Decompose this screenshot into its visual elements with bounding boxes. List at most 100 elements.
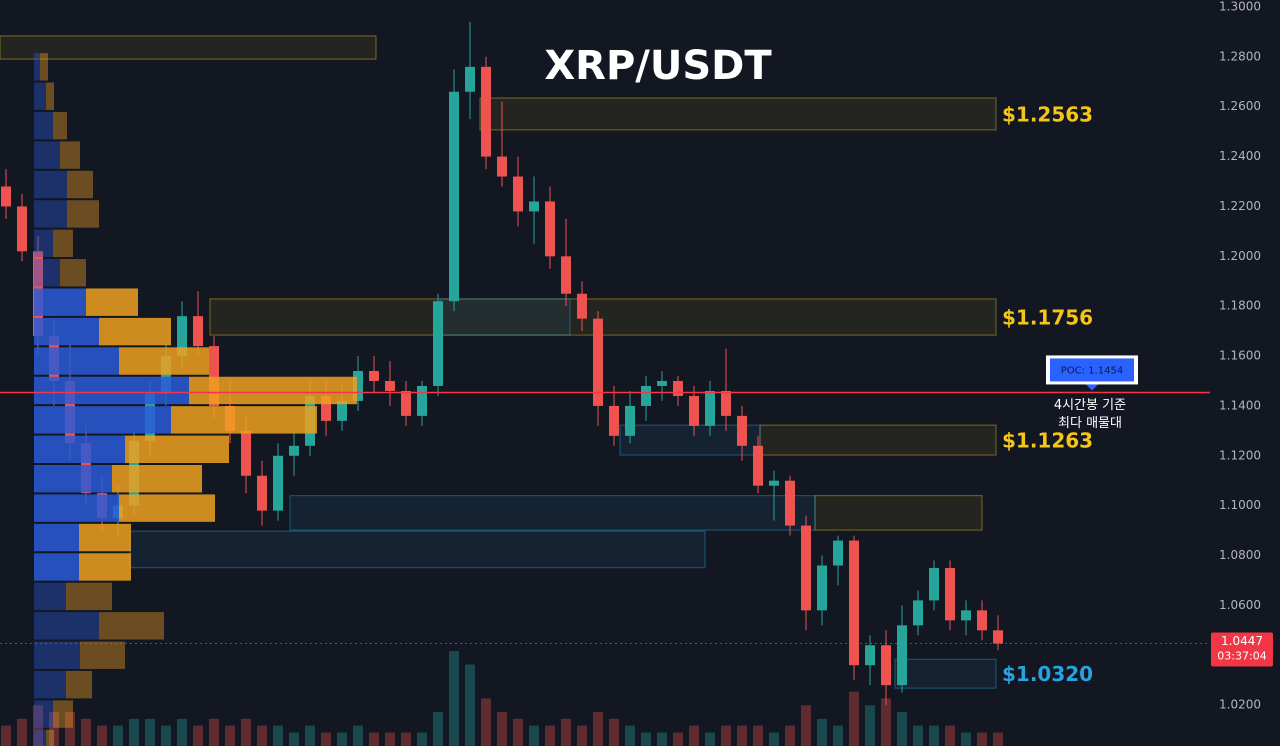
profile-sell — [119, 347, 209, 375]
volume-bar — [849, 691, 859, 746]
zone — [289, 495, 816, 531]
volume-bar — [705, 732, 715, 746]
volume-bar — [385, 732, 395, 746]
candle-body — [561, 256, 571, 294]
candle-body — [161, 356, 171, 394]
volume-bar — [49, 712, 59, 746]
profile-buy — [34, 82, 46, 110]
candle-body — [545, 201, 555, 257]
y-tick-label: 1.3000 — [1219, 0, 1261, 13]
volume-bar — [657, 732, 667, 746]
candle-body — [881, 645, 891, 686]
zone — [894, 658, 997, 689]
y-tick-label: 1.0600 — [1219, 598, 1261, 612]
profile-sell — [171, 406, 317, 434]
volume-bar — [929, 725, 939, 746]
candle-body — [177, 316, 187, 357]
volume-bar — [817, 718, 827, 746]
candle-body — [849, 540, 859, 666]
volume-bar — [641, 732, 651, 746]
zone — [814, 495, 983, 531]
volume-bar — [993, 732, 1003, 746]
profile-buy — [34, 729, 46, 746]
candle-body — [769, 480, 779, 486]
poc-label: POC: 1.1454 — [1061, 365, 1123, 376]
candle-body — [497, 156, 507, 177]
volume-bar — [273, 725, 283, 746]
annotation: 최다 매물대 — [1058, 416, 1122, 431]
candle-body — [529, 201, 539, 212]
candle-body — [625, 405, 635, 436]
volume-bar — [433, 712, 443, 746]
profile-buy — [34, 494, 119, 522]
zone-label: $1.1263 — [1002, 429, 1093, 453]
y-tick-label: 1.1600 — [1219, 349, 1261, 363]
volume-bar — [81, 718, 91, 746]
candle-body — [737, 415, 747, 446]
volume-bar — [209, 718, 219, 746]
volume-bar — [145, 718, 155, 746]
volume-bar — [257, 725, 267, 746]
profile-buy — [34, 465, 112, 493]
profile-sell — [53, 700, 73, 728]
profile-sell — [86, 288, 138, 316]
volume-bar — [225, 725, 235, 746]
candle-body — [657, 380, 667, 386]
y-tick-label: 1.1200 — [1219, 448, 1261, 462]
candle-body — [289, 445, 299, 456]
volume — [1, 651, 1003, 746]
candle-body — [673, 380, 683, 396]
profile-sell — [46, 82, 54, 110]
volume-bar — [289, 732, 299, 746]
profile-buy — [34, 141, 60, 169]
last-price-tag — [1211, 632, 1273, 667]
profile-sell — [99, 612, 164, 640]
profile-buy — [34, 582, 66, 611]
profile-buy — [34, 641, 80, 669]
profile-sell — [60, 259, 86, 287]
y-tick-label: 1.2200 — [1219, 199, 1261, 213]
candle-body — [753, 445, 763, 486]
profile-sell — [46, 729, 54, 746]
volume-profile — [34, 53, 357, 746]
volume-bar — [625, 725, 635, 746]
volume-bar — [945, 725, 955, 746]
profile-buy — [34, 406, 171, 434]
y-tick-label: 1.0800 — [1219, 548, 1261, 562]
candle-body — [833, 540, 843, 566]
y-tick-label: 1.1000 — [1219, 498, 1261, 512]
volume-bar — [113, 725, 123, 746]
volume-bar — [305, 725, 315, 746]
profile-buy — [34, 670, 66, 699]
volume-bar — [977, 732, 987, 746]
volume-bar — [897, 712, 907, 746]
candle-body — [401, 390, 411, 416]
chart-title: XRP/USDT — [544, 43, 772, 89]
profile-buy — [34, 523, 79, 552]
volume-bar — [689, 725, 699, 746]
volume-bar — [561, 718, 571, 746]
candle-body — [913, 600, 923, 626]
zone — [479, 97, 997, 131]
candle-body — [369, 371, 379, 381]
candle-body — [449, 91, 459, 302]
profile-buy — [34, 376, 189, 405]
candle-body — [273, 455, 283, 511]
volume-bar — [241, 718, 251, 746]
candle-body — [929, 567, 939, 601]
candle-body — [209, 346, 219, 406]
volume-bar — [401, 732, 411, 746]
volume-bar — [577, 725, 587, 746]
zone — [129, 530, 706, 569]
zones — [0, 35, 997, 689]
countdown: 03:37:04 — [1217, 650, 1266, 663]
volume-bar — [65, 712, 75, 746]
y-tick-label: 1.0200 — [1219, 698, 1261, 712]
candle-body — [465, 66, 475, 92]
candle-body — [321, 395, 331, 421]
overlay: 1.3000 1.2800 1.2600 1.2400 1.2200 1.2000 1.18… — [0, 0, 1273, 712]
volume-bar — [353, 725, 363, 746]
candle-body — [593, 318, 603, 406]
candle-body — [193, 316, 203, 347]
